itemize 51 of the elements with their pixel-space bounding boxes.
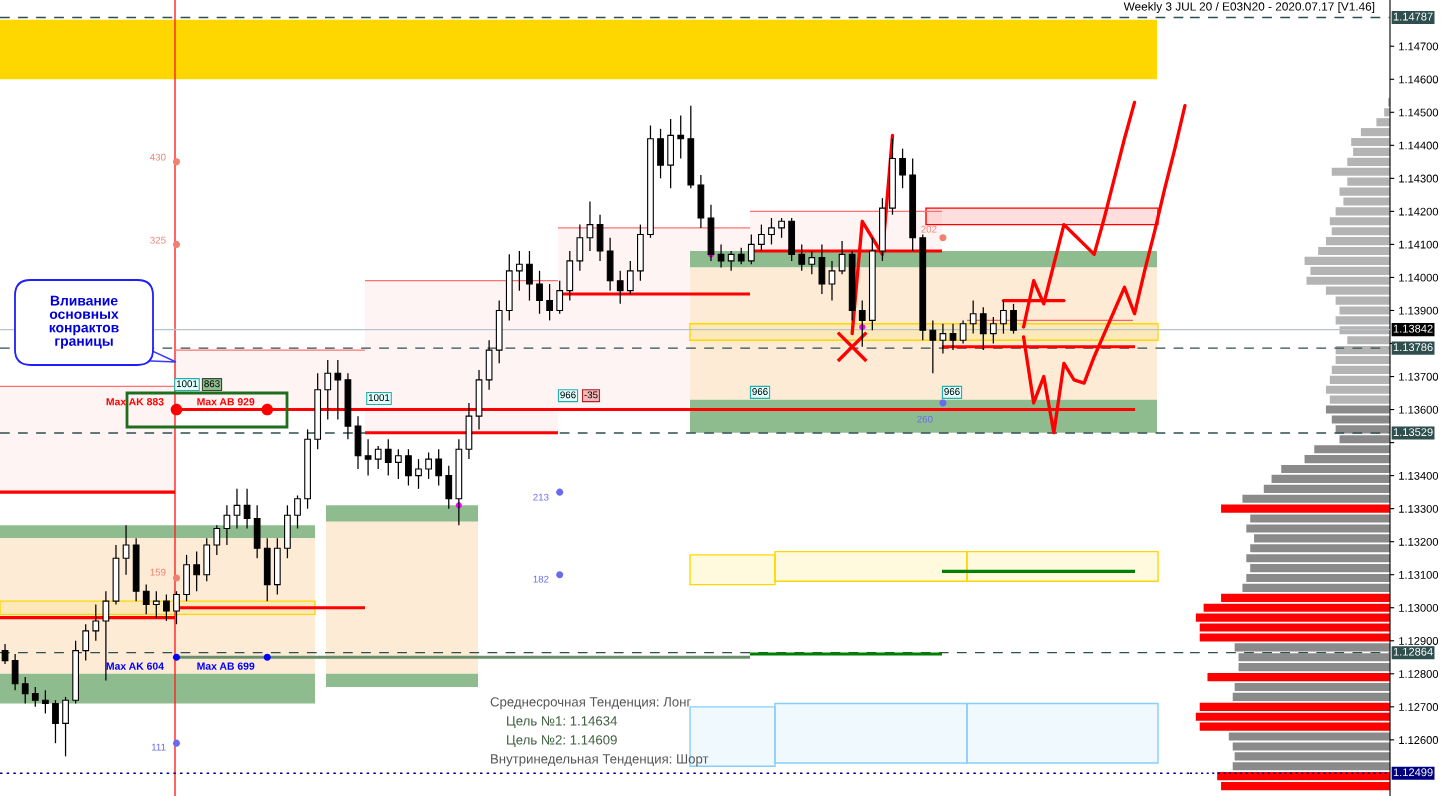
annotation: 325: [150, 236, 166, 244]
text: Weekly 3 JUL 20 / E03N20 - 2020.07.17 [V1.46]: [1123, 2, 1375, 14]
annotation: Среднесрочная Тенденция: Лонг: [490, 697, 691, 710]
annotation: 430: [150, 153, 166, 161]
annotation: 260: [917, 415, 933, 423]
annotation: 1001: [176, 380, 198, 388]
annotation: Цель №2: 1.14609: [507, 735, 617, 748]
data-label: Max AK 604: [106, 662, 164, 670]
annotation: 863: [204, 380, 220, 388]
y-tick-label: 1.14000: [1399, 273, 1439, 282]
y-tick-label: 1.13100: [1399, 570, 1439, 579]
y-tick-label: 1.14400: [1399, 141, 1439, 150]
y-tick-label: 1.13400: [1399, 471, 1439, 480]
annotation: -35: [584, 391, 598, 399]
annotation: 966: [752, 388, 768, 395]
y-tick-label: 1.12700: [1399, 703, 1439, 711]
y-tick-label: 1.14100: [1399, 240, 1439, 249]
ref-line-label: 1.12864: [1393, 647, 1433, 656]
annotation: 966: [944, 388, 960, 395]
y-tick-label: 1.13200: [1399, 537, 1439, 546]
data-label: Max AK 883: [106, 398, 164, 406]
annotation: 182: [533, 575, 549, 583]
y-tick-label: 1.14500: [1399, 108, 1439, 117]
y-tick-label: 1.12600: [1399, 736, 1439, 744]
y-tick-label: 1.14200: [1399, 207, 1439, 216]
y-tick-label: 1.12800: [1399, 670, 1439, 678]
ref-line-label: 1.13786: [1393, 343, 1433, 352]
annotation: 159: [150, 568, 166, 576]
ref-line-label: 1.14787: [1393, 12, 1433, 21]
annotation: Цель №1: 1.14634: [507, 716, 618, 729]
annotation: Вливание основных конрактов границы: [49, 295, 119, 349]
y-tick-label: 1.13300: [1399, 504, 1439, 513]
annotation: 966: [560, 391, 576, 399]
y-tick-label: 1.14300: [1399, 174, 1439, 183]
annotation: 111: [151, 743, 166, 751]
ref-line-label: 1.13529: [1393, 428, 1433, 436]
y-tick-label: 1.13000: [1399, 604, 1439, 612]
data-label: Max AB 699: [197, 662, 255, 670]
y-tick-label: 1.14600: [1399, 75, 1439, 84]
y-tick-label: 1.13600: [1399, 405, 1439, 414]
y-tick-label: 1.13900: [1399, 306, 1439, 315]
ref-line-label: 1.13842: [1393, 324, 1433, 333]
y-tick-label: 1.14700: [1399, 42, 1439, 51]
y-tick-label: 1.12900: [1399, 637, 1439, 645]
annotation: 213: [533, 493, 549, 501]
annotation: 1001: [368, 394, 390, 402]
data-label: Max AB 929: [197, 398, 255, 406]
annotation: 202: [921, 225, 937, 233]
y-tick-label: 1.13700: [1399, 372, 1439, 381]
annotation: Внутринедельная Тенденция: Шорт: [491, 754, 709, 767]
ref-line-label: 1.12499: [1393, 768, 1433, 777]
